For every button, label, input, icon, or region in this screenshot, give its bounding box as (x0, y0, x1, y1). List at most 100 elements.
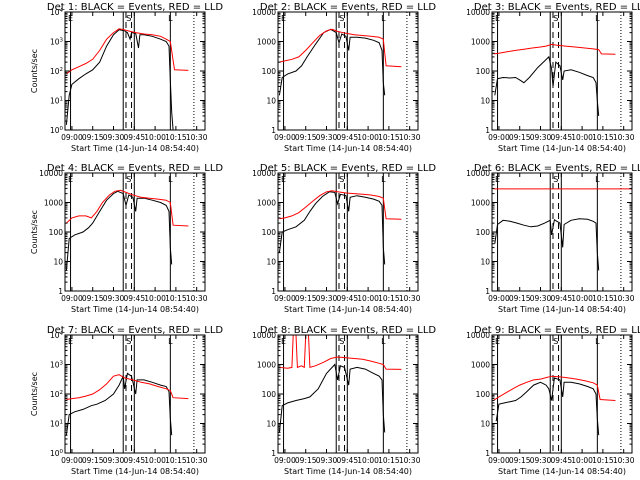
x-tick-label: 10:30 (399, 294, 421, 303)
y-tick-label: 10 (266, 420, 276, 429)
y-tick-label: 1000 (471, 38, 490, 47)
x-tick-label: 09:15 (295, 133, 317, 142)
x-tick-label: 10:00 (144, 133, 166, 142)
x-tick-label: 10:15 (378, 294, 400, 303)
y-tick-label: 1 (485, 287, 490, 296)
y-tick-label: 1 (271, 287, 276, 296)
x-tick-label: 10:30 (399, 133, 421, 142)
x-tick-label: 10:15 (378, 456, 400, 465)
x-tick-label: 10:00 (571, 456, 593, 465)
panel-title: Det 7: BLACK = Events, RED = LLD (47, 325, 224, 336)
start-time-label: Start Time (14-Jun-14 08:54:40) (71, 305, 199, 314)
x-tick-label: 09:15 (82, 456, 104, 465)
x-tick-label: 09:15 (82, 133, 104, 142)
interval-marker: L (595, 175, 600, 184)
interval-marker: S (339, 14, 344, 23)
x-tick-label: 09:45 (550, 456, 572, 465)
series-black (65, 29, 174, 131)
interval-marker: L (168, 337, 173, 346)
panel-title: Det 1: BLACK = Events, RED = LLD (47, 2, 224, 13)
y-tick-label: 1000 (257, 361, 276, 370)
interval-marker: S (339, 175, 344, 184)
x-tick-label: 09:45 (123, 294, 145, 303)
y-tick-label: 100 (50, 126, 64, 135)
x-tick-label: 10:00 (571, 133, 593, 142)
interval-marker: E (495, 14, 500, 23)
plot-frame (491, 11, 633, 131)
plot-frame (64, 334, 206, 454)
x-tick-label: 10:30 (399, 456, 421, 465)
x-tick-label: 09:45 (550, 133, 572, 142)
x-tick-label: 09:00 (61, 133, 83, 142)
interval-marker: E (495, 175, 500, 184)
y-tick-label: 1 (485, 126, 490, 135)
interval-marker: L (595, 14, 600, 23)
y-tick-label: 1000 (257, 38, 276, 47)
x-tick-label: 10:15 (165, 294, 187, 303)
x-tick-label: 09:45 (336, 133, 358, 142)
x-tick-label: 10:00 (357, 133, 379, 142)
y-axis-label: Counts/sec (30, 49, 39, 93)
x-tick-label: 09:30 (316, 456, 338, 465)
plot-frame (491, 172, 633, 292)
y-tick-label: 1 (58, 287, 63, 296)
x-tick-label: 09:00 (61, 456, 83, 465)
series-black (494, 55, 600, 116)
y-tick-label: 10000 (252, 169, 276, 178)
interval-marker: L (168, 175, 173, 184)
interval-marker: S (553, 175, 558, 184)
x-tick-label: 10:15 (592, 294, 614, 303)
y-tick-label: 102 (50, 390, 63, 399)
x-tick-label: 10:15 (592, 456, 614, 465)
y-tick-label: 10000 (466, 169, 490, 178)
y-tick-label: 100 (262, 67, 277, 76)
y-tick-label: 10 (266, 97, 276, 106)
panel-title: Det 3: BLACK = Events, RED = LLD (474, 2, 640, 13)
y-tick-label: 10 (480, 97, 490, 106)
y-tick-label: 103 (50, 38, 64, 47)
y-tick-label: 1000 (257, 199, 276, 208)
x-tick-label: 09:45 (550, 294, 572, 303)
interval-marker: E (68, 14, 73, 23)
x-tick-label: 10:15 (378, 133, 400, 142)
x-tick-label: 09:00 (274, 294, 296, 303)
x-tick-label: 10:00 (571, 294, 593, 303)
y-tick-label: 1000 (44, 199, 63, 208)
y-tick-label: 101 (50, 97, 63, 106)
series-red (279, 190, 402, 220)
x-tick-label: 09:30 (530, 456, 552, 465)
panel-title: Det 4: BLACK = Events, RED = LLD (47, 163, 224, 174)
series-red (279, 28, 402, 68)
y-axis-label: Counts/sec (30, 210, 39, 254)
x-tick-label: 09:45 (336, 456, 358, 465)
interval-marker: E (281, 175, 286, 184)
interval-marker: S (553, 337, 558, 346)
start-time-label: Start Time (14-Jun-14 08:54:40) (498, 305, 626, 314)
x-tick-label: 10:15 (165, 133, 187, 142)
y-tick-label: 103 (50, 361, 64, 370)
y-tick-label: 102 (50, 67, 63, 76)
plot-frame (64, 172, 206, 292)
x-tick-label: 09:00 (488, 294, 510, 303)
interval-marker: S (126, 337, 131, 346)
interval-marker: L (595, 337, 600, 346)
series-red (66, 28, 189, 75)
x-tick-label: 10:15 (592, 133, 614, 142)
interval-marker: S (126, 14, 131, 23)
series-red (493, 43, 616, 55)
interval-marker: S (553, 14, 558, 23)
x-tick-label: 09:45 (336, 294, 358, 303)
series-black (65, 190, 173, 271)
x-tick-label: 10:00 (144, 456, 166, 465)
start-time-label: Start Time (14-Jun-14 08:54:40) (71, 144, 199, 153)
y-tick-label: 100 (49, 228, 64, 237)
start-time-label: Start Time (14-Jun-14 08:54:40) (284, 467, 412, 476)
interval-marker: E (281, 14, 286, 23)
